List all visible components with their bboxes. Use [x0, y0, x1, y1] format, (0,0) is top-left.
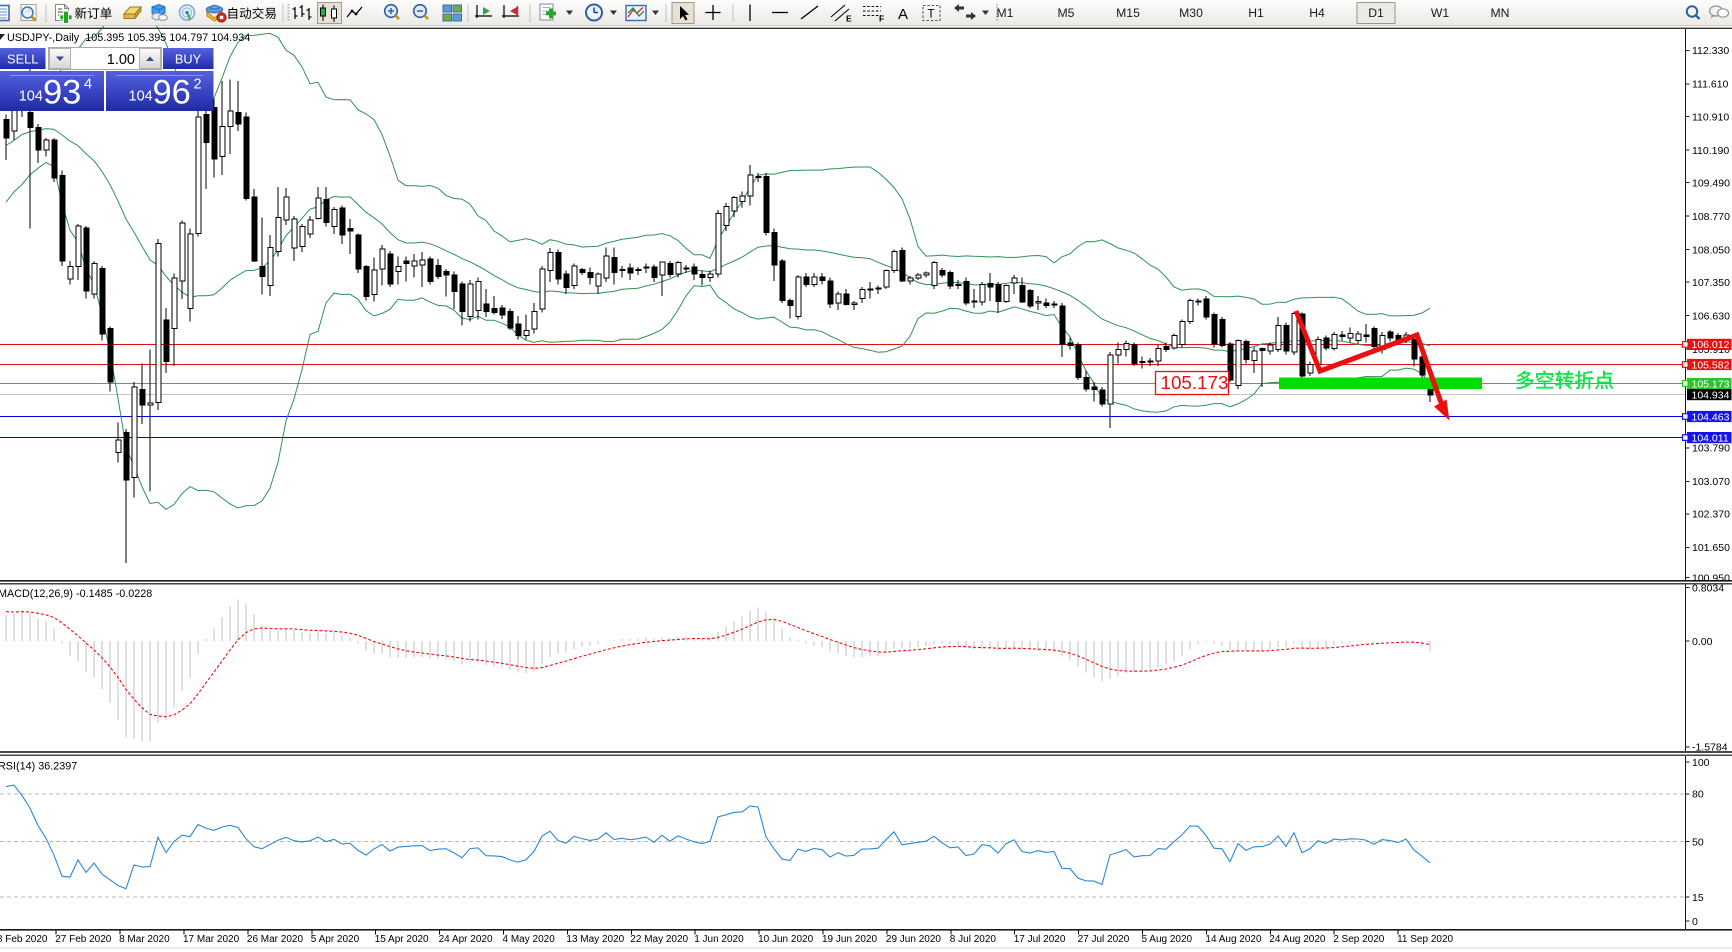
svg-text:27 Jul 2020: 27 Jul 2020 — [1078, 934, 1130, 945]
svg-text:80: 80 — [1692, 789, 1704, 801]
svg-text:110.910: 110.910 — [1692, 111, 1729, 123]
svg-text:17 Jul 2020: 17 Jul 2020 — [1014, 934, 1066, 945]
svg-text:100: 100 — [1692, 757, 1710, 769]
svg-text:19 Jun 2020: 19 Jun 2020 — [822, 934, 877, 945]
svg-text:50: 50 — [1692, 836, 1704, 848]
svg-text:BUY: BUY — [175, 52, 202, 67]
svg-text:108.770: 108.770 — [1692, 211, 1730, 223]
svg-text:104.463: 104.463 — [1692, 411, 1730, 423]
svg-text:4: 4 — [84, 77, 92, 93]
svg-text:H1: H1 — [1248, 6, 1264, 20]
svg-text:107.350: 107.350 — [1692, 277, 1730, 289]
svg-text:M15: M15 — [1116, 6, 1140, 20]
svg-text:W1: W1 — [1431, 6, 1450, 20]
svg-text:F: F — [879, 14, 884, 24]
svg-text:8 Jul 2020: 8 Jul 2020 — [950, 934, 997, 945]
svg-text:MN: MN — [1491, 6, 1510, 20]
svg-text:29 Jun 2020: 29 Jun 2020 — [886, 934, 941, 945]
svg-text:RSI(14) 36.2397: RSI(14) 36.2397 — [0, 761, 77, 773]
svg-text:2 Sep 2020: 2 Sep 2020 — [1333, 934, 1385, 945]
svg-text:27 Feb 2020: 27 Feb 2020 — [55, 934, 112, 945]
svg-text:D1: D1 — [1368, 6, 1384, 20]
svg-text:SELL: SELL — [7, 52, 38, 67]
svg-text:0.8034: 0.8034 — [1692, 582, 1724, 594]
svg-text:0.00: 0.00 — [1692, 636, 1713, 648]
svg-text:2: 2 — [194, 77, 202, 93]
svg-text:103.070: 103.070 — [1692, 476, 1730, 488]
svg-text:104: 104 — [129, 89, 153, 105]
svg-text:24 Apr 2020: 24 Apr 2020 — [439, 934, 493, 945]
svg-text:17 Mar 2020: 17 Mar 2020 — [183, 934, 240, 945]
svg-text:M30: M30 — [1179, 6, 1203, 20]
svg-text:96: 96 — [153, 74, 191, 112]
svg-text:105.173: 105.173 — [1161, 372, 1229, 393]
svg-text:24 Aug 2020: 24 Aug 2020 — [1269, 934, 1326, 945]
svg-text:112.330: 112.330 — [1692, 45, 1729, 57]
svg-text:105.173: 105.173 — [1692, 378, 1730, 390]
svg-text:1.00: 1.00 — [107, 52, 135, 68]
svg-text:106.630: 106.630 — [1692, 311, 1730, 323]
svg-text:4 May 2020: 4 May 2020 — [503, 934, 556, 945]
svg-text:T: T — [928, 9, 935, 21]
svg-text:103.790: 103.790 — [1692, 443, 1730, 455]
svg-text:22 May 2020: 22 May 2020 — [630, 934, 688, 945]
svg-text:104.934: 104.934 — [1692, 389, 1730, 401]
svg-text:MACD(12,26,9) -0.1485 -0.0228: MACD(12,26,9) -0.1485 -0.0228 — [0, 588, 152, 600]
svg-text:13 May 2020: 13 May 2020 — [566, 934, 624, 945]
svg-text:5 Aug 2020: 5 Aug 2020 — [1142, 934, 1193, 945]
svg-text:10 Jun 2020: 10 Jun 2020 — [758, 934, 813, 945]
svg-text:H4: H4 — [1309, 6, 1325, 20]
svg-text:111.610: 111.610 — [1692, 79, 1729, 91]
svg-text:USDJPY-,Daily 105.395 105.395: USDJPY-,Daily 105.395 105.395 104.797 10… — [7, 32, 250, 44]
svg-text:18 Feb 2020: 18 Feb 2020 — [0, 934, 48, 945]
svg-text:15: 15 — [1692, 892, 1704, 904]
svg-text:15 Apr 2020: 15 Apr 2020 — [375, 934, 429, 945]
svg-text:100.950: 100.950 — [1692, 572, 1730, 584]
svg-text:101.650: 101.650 — [1692, 542, 1730, 554]
svg-text:A: A — [898, 6, 908, 23]
svg-text:14 Aug 2020: 14 Aug 2020 — [1205, 934, 1262, 945]
svg-text:11 Sep 2020: 11 Sep 2020 — [1397, 934, 1453, 945]
svg-text:1 Jun 2020: 1 Jun 2020 — [694, 934, 744, 945]
svg-text:0: 0 — [1692, 916, 1698, 928]
svg-text:106.012: 106.012 — [1692, 339, 1730, 351]
svg-text:109.490: 109.490 — [1692, 177, 1730, 189]
svg-text:104: 104 — [19, 89, 43, 105]
svg-text:M1: M1 — [997, 6, 1014, 20]
svg-text:M5: M5 — [1058, 6, 1075, 20]
svg-text:102.370: 102.370 — [1692, 509, 1730, 521]
svg-text:93: 93 — [43, 74, 81, 112]
svg-text:5 Apr 2020: 5 Apr 2020 — [311, 934, 360, 945]
svg-text:8 Mar 2020: 8 Mar 2020 — [119, 934, 170, 945]
svg-text:E: E — [846, 14, 852, 24]
svg-text:-1.5784: -1.5784 — [1692, 742, 1728, 754]
svg-text:108.050: 108.050 — [1692, 244, 1730, 256]
svg-text:26 Mar 2020: 26 Mar 2020 — [247, 934, 304, 945]
svg-text:104.011: 104.011 — [1692, 432, 1729, 444]
svg-text:110.190: 110.190 — [1692, 145, 1729, 157]
svg-text:105.582: 105.582 — [1692, 359, 1730, 371]
